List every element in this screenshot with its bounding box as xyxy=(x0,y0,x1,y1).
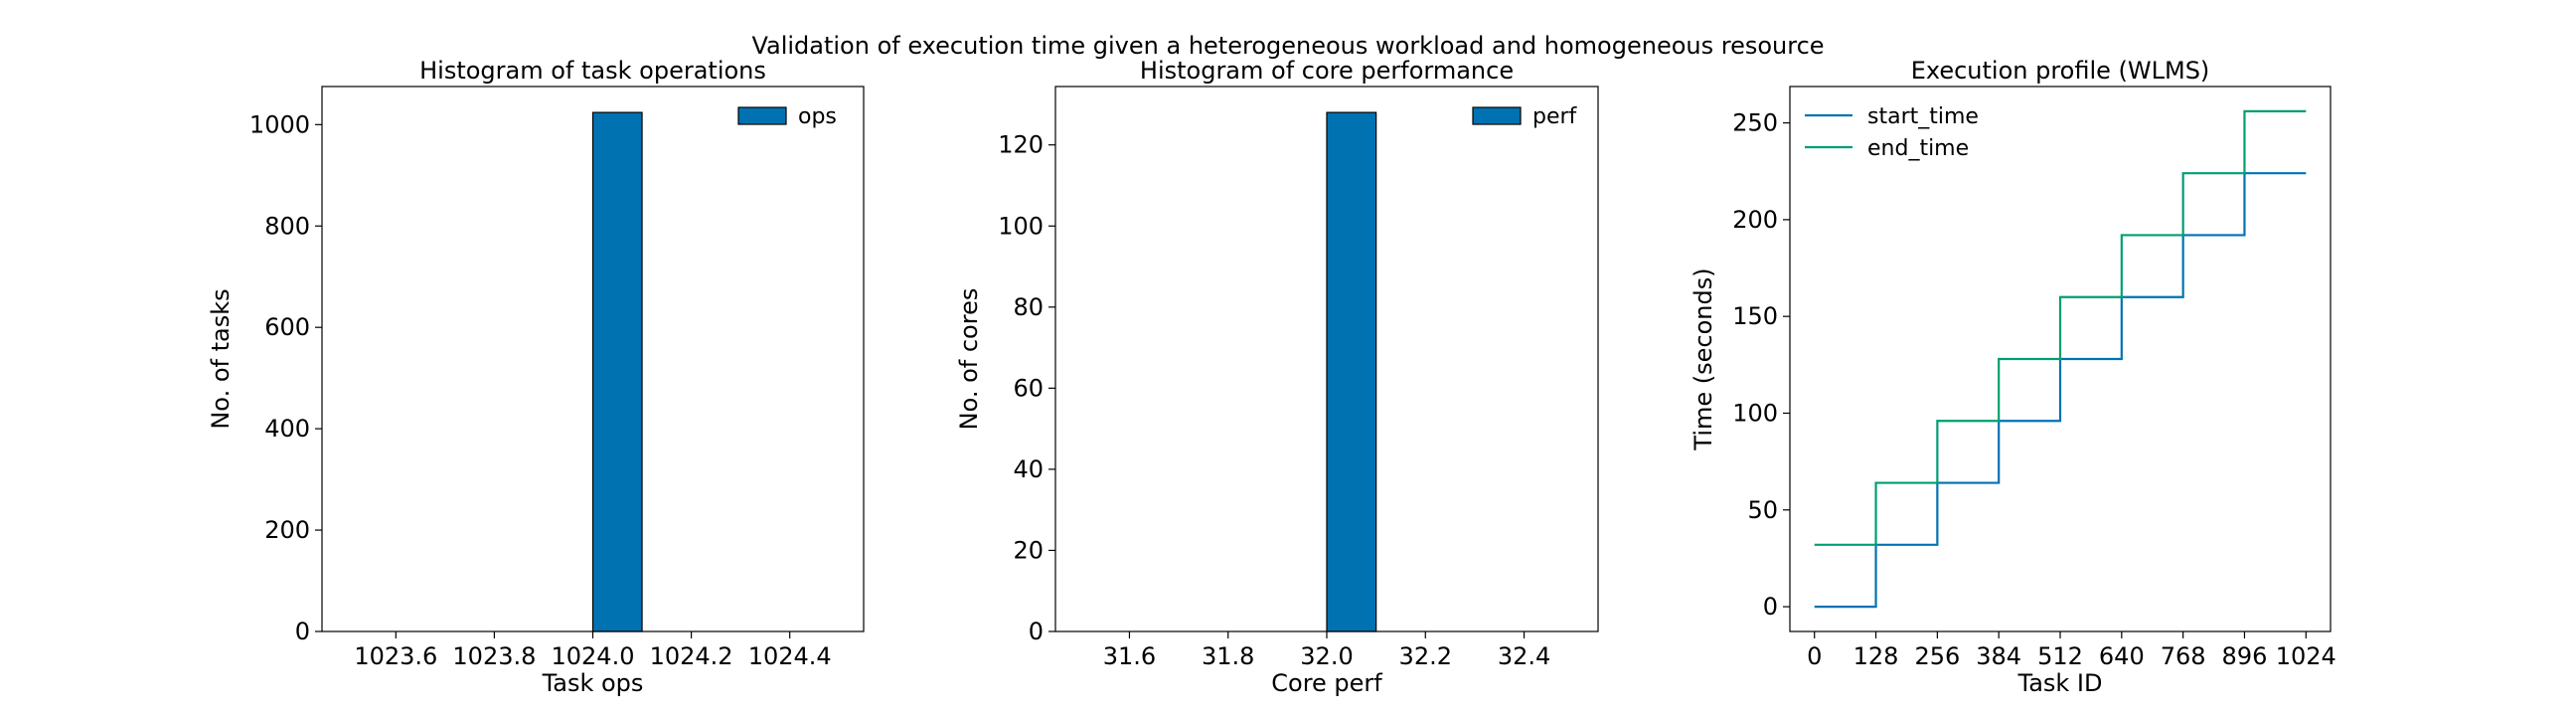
y-tick-label: 60 xyxy=(1013,374,1044,402)
y-tick-label: 200 xyxy=(264,516,310,544)
x-axis-label: Core perf xyxy=(1271,669,1382,697)
chart-panel-3: 0 128 256 384 512 640 768 896 1024 0 50 100 150 200 25… xyxy=(1690,57,2336,697)
legend: ops xyxy=(737,104,837,129)
x-tick-label: 640 xyxy=(2099,642,2145,670)
x-tick-label: 384 xyxy=(1976,642,2021,670)
legend: start_time end_time xyxy=(1805,104,1979,161)
legend-label: end_time xyxy=(1867,136,1969,161)
x-tick-label: 1024.2 xyxy=(650,642,733,670)
chart-title: Histogram of task operations xyxy=(419,57,766,85)
x-tick-label: 1023.6 xyxy=(354,642,437,670)
x-tick-label: 512 xyxy=(2037,642,2083,670)
y-tick-label: 250 xyxy=(1732,109,1778,137)
y-tick-label: 20 xyxy=(1013,536,1044,564)
chart-panel-2: 31.6 31.8 32.0 32.2 32.4 0 20 40 60 80 100 120 Histo… xyxy=(955,57,1599,697)
y-tick-label: 0 xyxy=(1029,618,1044,645)
y-axis-label: No. of tasks xyxy=(207,288,235,429)
y-axis-label: Time (seconds) xyxy=(1690,268,1717,450)
y-tick-label: 150 xyxy=(1732,302,1778,330)
y-tick-label: 1000 xyxy=(249,110,310,138)
y-tick-label: 0 xyxy=(295,618,310,645)
x-tick-label: 0 xyxy=(1807,642,1822,670)
legend-label: start_time xyxy=(1867,104,1979,129)
y-tick-label: 100 xyxy=(1732,399,1778,427)
x-tick-label: 32.4 xyxy=(1498,642,1550,670)
legend-swatch xyxy=(737,106,787,125)
y-tick-label: 0 xyxy=(1763,593,1778,621)
y-tick-label: 200 xyxy=(1732,206,1778,234)
y-tick-label: 800 xyxy=(264,212,310,240)
y-tick-label: 600 xyxy=(264,313,310,341)
x-tick-label: 32.2 xyxy=(1399,642,1452,670)
x-tick-label: 1024 xyxy=(2276,642,2336,670)
y-tick-label: 400 xyxy=(264,415,310,443)
x-tick-label: 256 xyxy=(1914,642,1960,670)
x-tick-label: 32.0 xyxy=(1300,642,1353,670)
chart-title: Histogram of core performance xyxy=(1140,57,1514,85)
chart-panel-1: 1023.6 1023.8 1024.0 1024.2 1024.4 0 200 400 600… xyxy=(207,57,865,697)
x-tick-label: 1024.4 xyxy=(748,642,832,670)
x-axis-label: Task ID xyxy=(2017,669,2103,697)
y-axis-label: No. of cores xyxy=(955,288,983,431)
y-tick-label: 80 xyxy=(1013,293,1044,321)
series-line-end-time xyxy=(1814,109,2307,546)
x-tick-label: 31.8 xyxy=(1202,642,1254,670)
y-tick-label: 120 xyxy=(998,131,1044,159)
legend-label: perf xyxy=(1532,104,1578,129)
x-tick-label: 1023.8 xyxy=(452,642,536,670)
figure-suptitle: Validation of execution time given a het… xyxy=(751,32,1824,60)
x-tick-label: 31.6 xyxy=(1103,642,1156,670)
x-tick-label: 896 xyxy=(2222,642,2268,670)
legend: perf xyxy=(1472,104,1578,129)
legend-swatch xyxy=(1472,106,1522,125)
chart-title: Execution profile (WLMS) xyxy=(1911,57,2210,85)
y-tick-label: 50 xyxy=(1747,496,1778,524)
x-tick-label: 1024.0 xyxy=(552,642,635,670)
y-tick-label: 40 xyxy=(1013,455,1044,483)
x-axis-label: Task ops xyxy=(542,669,644,697)
histogram-bar xyxy=(1326,111,1377,632)
histogram-bar xyxy=(591,111,643,632)
series-line-start-time xyxy=(1814,172,2307,609)
y-tick-label: 100 xyxy=(998,212,1044,240)
x-tick-label: 128 xyxy=(1853,642,1899,670)
legend-label: ops xyxy=(798,104,837,129)
x-tick-label: 768 xyxy=(2161,642,2206,670)
chart-layer: 1023.6 1023.8 1024.0 1024.2 1024.40200400600… xyxy=(207,57,2336,697)
